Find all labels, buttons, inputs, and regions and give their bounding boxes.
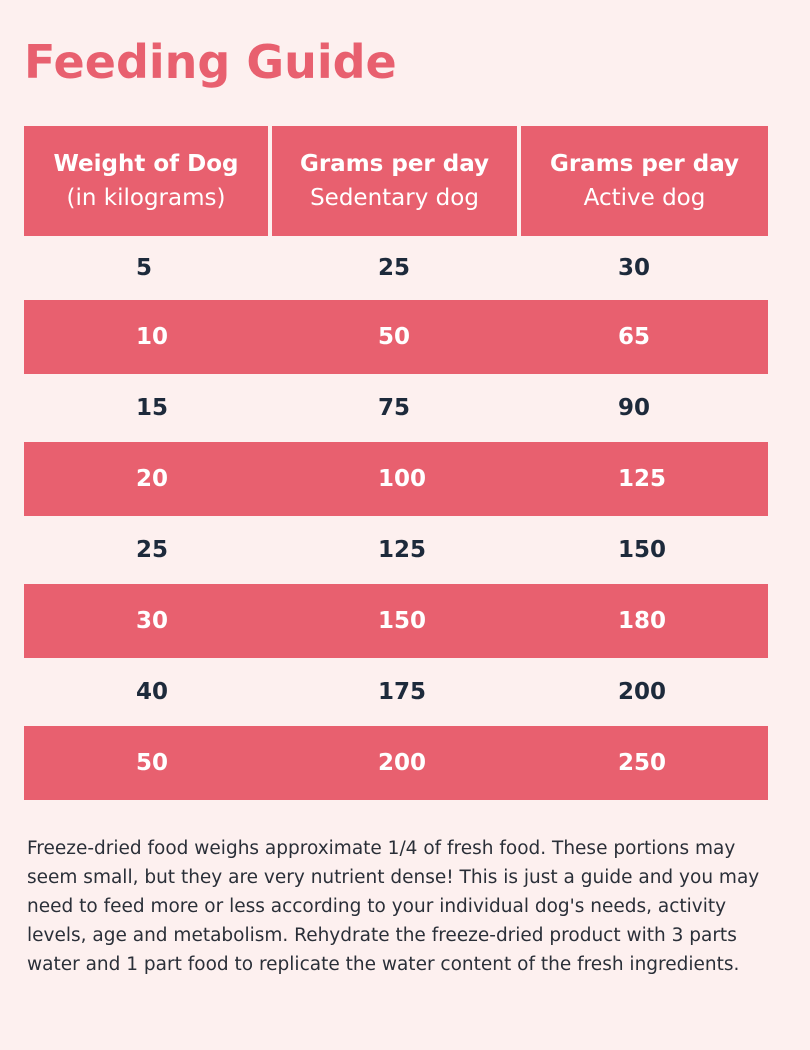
cell-sedentary: 175 [378,679,427,705]
cell-sedentary: 200 [378,750,427,776]
cell-weight: 5 [136,255,153,281]
cell-weight: 40 [136,679,169,705]
table-row: 15 75 90 [24,374,768,442]
cell-sedentary: 75 [378,395,411,421]
page-title: Feeding Guide [24,35,397,89]
header-sedentary-title: Grams per day [299,151,490,177]
table-row: 5 25 30 [24,236,768,300]
cell-sedentary: 25 [378,255,411,281]
cell-weight: 15 [136,395,169,421]
cell-weight: 20 [136,466,169,492]
cell-active: 150 [618,537,667,563]
cell-active: 125 [618,466,667,492]
cell-active: 30 [618,255,651,281]
cell-weight: 25 [136,537,169,563]
table-row: 20 100 125 [24,442,768,516]
header-active: Grams per day Active dog [521,126,768,236]
cell-weight: 50 [136,750,169,776]
table-row: 30 150 180 [24,584,768,658]
cell-weight: 10 [136,324,169,350]
cell-active: 200 [618,679,667,705]
cell-active: 65 [618,324,651,350]
table-header-row: Weight of Dog (in kilograms) Grams per d… [24,126,768,236]
cell-active: 90 [618,395,651,421]
cell-sedentary: 100 [378,466,427,492]
header-weight-title: Weight of Dog [53,151,239,177]
cell-weight: 30 [136,608,169,634]
cell-active: 180 [618,608,667,634]
header-sedentary-subtitle: Sedentary dog [310,185,479,211]
table-row: 50 200 250 [24,726,768,800]
table-row: 25 125 150 [24,516,768,584]
feeding-note: Freeze-dried food weighs approximate 1/4… [27,838,760,975]
table-row: 10 50 65 [24,300,768,374]
cell-sedentary: 125 [378,537,427,563]
cell-sedentary: 50 [378,324,411,350]
feeding-table: Weight of Dog (in kilograms) Grams per d… [24,126,768,800]
table-row: 40 175 200 [24,658,768,726]
cell-sedentary: 150 [378,608,427,634]
header-weight-subtitle: (in kilograms) [66,185,226,211]
header-active-subtitle: Active dog [583,185,706,211]
header-sedentary: Grams per day Sedentary dog [272,126,517,236]
cell-active: 250 [618,750,667,776]
header-active-title: Grams per day [549,151,740,177]
header-weight: Weight of Dog (in kilograms) [24,126,268,236]
